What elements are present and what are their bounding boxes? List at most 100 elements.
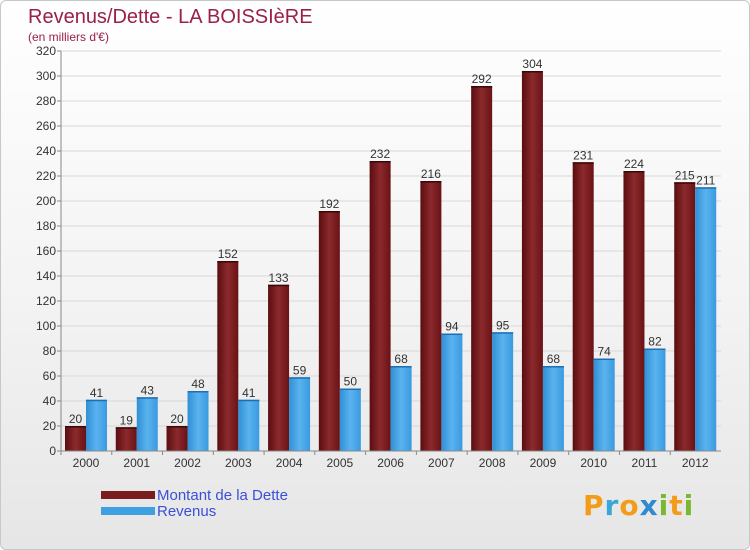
bar-cap-revenus-2002 [187, 391, 209, 393]
y-tick-label: 80 [43, 344, 57, 358]
bar-dette-2010 [572, 162, 594, 451]
bar-dette-2012 [674, 182, 696, 451]
data-label-dette-2006: 232 [370, 147, 390, 161]
legend: Montant de la Dette Revenus [101, 486, 288, 520]
data-label-dette-2002: 20 [170, 412, 184, 426]
y-axis-ticks: 0 20 40 60 80 100 120 140 160 180 200 220 240 260 280 3… [36, 44, 61, 458]
bar-dette-2002 [166, 426, 188, 451]
bar-revenus-2000 [86, 399, 107, 451]
bar-cap-revenus-2009 [542, 366, 564, 368]
data-label-revenus-2006: 68 [394, 352, 408, 366]
bar-cap-dette-2012 [674, 182, 696, 184]
bar-cap-dette-2003 [217, 261, 239, 263]
data-label-dette-2011: 224 [624, 157, 644, 171]
bar-revenus-2012 [695, 187, 717, 451]
y-tick-label: 220 [36, 169, 56, 183]
bar-dette-2009 [521, 71, 543, 451]
chart-subtitle: (en milliers d'€) [28, 30, 109, 44]
y-tick-label: 200 [36, 194, 56, 208]
bar-revenus-2001 [136, 397, 158, 451]
bar-dette-2006 [369, 161, 391, 451]
data-label-dette-2008: 292 [472, 72, 492, 86]
bar-revenus-2004 [289, 377, 311, 451]
data-label-dette-2012: 215 [675, 168, 695, 182]
y-tick-label: 40 [43, 394, 57, 408]
data-label-dette-2007: 216 [421, 167, 441, 181]
bar-revenus-2005 [339, 388, 361, 451]
legend-swatch-dette [101, 491, 155, 499]
bar-cap-revenus-2005 [339, 388, 361, 390]
bar-dette-2004 [268, 284, 290, 451]
data-label-revenus-2004: 59 [293, 363, 307, 377]
logo-letter: x [639, 489, 659, 522]
bar-dette-2001 [115, 427, 137, 451]
data-label-revenus-2001: 43 [141, 383, 155, 397]
data-label-revenus-2005: 50 [344, 375, 358, 389]
y-tick-label: 160 [36, 244, 56, 258]
bar-cap-dette-2002 [166, 426, 188, 428]
bar-revenus-2007 [441, 333, 463, 451]
y-tick-label: 140 [36, 269, 56, 283]
data-label-revenus-2000: 41 [90, 386, 104, 400]
x-tick-label: 2002 [174, 456, 201, 470]
bar-dette-2007 [420, 181, 442, 451]
bar-cap-dette-2008 [471, 86, 493, 88]
y-tick-label: 300 [36, 69, 56, 83]
data-label-dette-2004: 133 [269, 271, 289, 285]
y-tick-label: 20 [43, 419, 57, 433]
x-tick-label: 2000 [73, 456, 100, 470]
y-tick-label: 60 [43, 369, 57, 383]
data-label-dette-2003: 152 [218, 247, 238, 261]
x-tick-label: 2004 [276, 456, 303, 470]
y-tick-label: 260 [36, 119, 56, 133]
x-tick-label: 2007 [428, 456, 455, 470]
x-tick-label: 2005 [326, 456, 353, 470]
legend-swatch-revenus [101, 507, 155, 515]
bar-cap-revenus-2007 [441, 333, 463, 335]
data-label-dette-2010: 231 [573, 148, 593, 162]
data-label-revenus-2008: 95 [496, 318, 510, 332]
data-label-dette-2009: 304 [522, 57, 542, 71]
data-label-revenus-2002: 48 [191, 377, 205, 391]
bar-cap-dette-2011 [623, 171, 645, 173]
bar-dette-2005 [318, 211, 340, 451]
y-tick-label: 0 [49, 444, 56, 458]
bar-cap-dette-2010 [572, 162, 594, 164]
bar-cap-revenus-2011 [644, 348, 666, 350]
bar-cap-revenus-2006 [390, 366, 412, 368]
y-tick-label: 320 [36, 44, 56, 58]
bar-cap-revenus-2000 [86, 399, 107, 402]
data-label-revenus-2003: 41 [242, 386, 256, 400]
bar-revenus-2002 [187, 391, 209, 451]
bar-cap-revenus-2001 [136, 397, 158, 399]
x-tick-label: 2003 [225, 456, 252, 470]
data-label-revenus-2011: 82 [648, 335, 662, 349]
bar-cap-revenus-2003 [238, 399, 260, 402]
legend-item-dette: Montant de la Dette [101, 486, 288, 504]
x-axis-ticks: 2000 2001 2002 2003 2004 2005 2006 2007 2008 2009… [60, 451, 709, 470]
y-tick-label: 100 [36, 319, 56, 333]
bar-revenus-2003 [238, 399, 260, 451]
x-tick-label: 2008 [479, 456, 506, 470]
bar-cap-dette-2005 [318, 211, 340, 213]
x-tick-label: 2001 [123, 456, 150, 470]
data-label-revenus-2007: 94 [445, 320, 459, 334]
y-tick-label: 280 [36, 94, 56, 108]
y-tick-label: 240 [36, 144, 56, 158]
bar-dette-2000 [65, 426, 86, 451]
bar-cap-revenus-2010 [593, 358, 615, 360]
data-label-revenus-2010: 74 [598, 345, 612, 359]
legend-label-revenus: Revenus [157, 502, 217, 520]
bar-cap-dette-2000 [65, 426, 86, 428]
bar-dette-2008 [471, 86, 493, 451]
logo-letter: P [583, 489, 605, 522]
bar-revenus-2011 [644, 348, 666, 451]
x-tick-label: 2011 [632, 456, 658, 470]
x-tick-label: 2010 [580, 456, 607, 470]
x-tick-label: 2012 [682, 456, 709, 470]
legend-label-dette: Montant de la Dette [157, 486, 288, 504]
bar-revenus-2008 [492, 332, 514, 451]
data-label-revenus-2009: 68 [547, 352, 561, 366]
bar-cap-revenus-2012 [695, 187, 717, 189]
